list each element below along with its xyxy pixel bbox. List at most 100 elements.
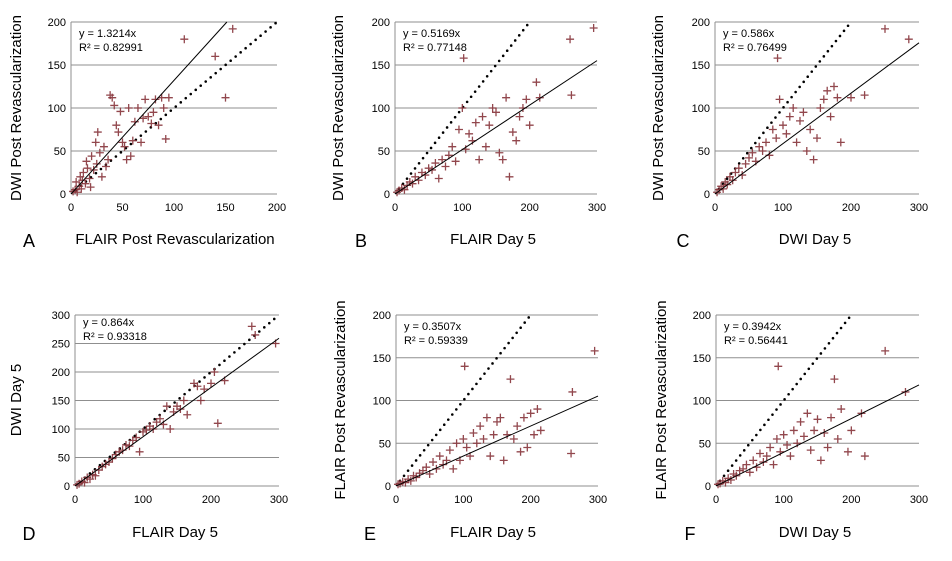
data-point xyxy=(156,414,164,423)
x-tick-label: 150 xyxy=(216,202,234,214)
data-point xyxy=(424,164,433,173)
data-point xyxy=(802,147,811,155)
data-point xyxy=(533,405,542,414)
y-tick-label: 50 xyxy=(699,438,711,450)
data-point xyxy=(819,95,828,104)
data-point xyxy=(803,409,812,418)
panel-letter: D xyxy=(23,524,36,544)
y-tick-label: 200 xyxy=(373,310,391,322)
data-point xyxy=(438,155,447,164)
data-point xyxy=(782,129,791,138)
data-point xyxy=(847,426,856,435)
data-point xyxy=(827,413,836,422)
data-point xyxy=(860,452,869,461)
r-squared-label: R² = 0.76499 xyxy=(723,42,787,54)
data-point xyxy=(97,172,106,181)
data-point xyxy=(519,413,528,422)
data-point xyxy=(792,138,801,147)
data-point xyxy=(179,396,188,405)
x-tick-label: 200 xyxy=(842,494,860,506)
data-point xyxy=(506,375,515,384)
data-point xyxy=(836,138,845,147)
data-point xyxy=(881,346,890,355)
data-point xyxy=(799,108,808,117)
trend-equation: y = 0.586x xyxy=(723,28,775,40)
data-point xyxy=(796,417,805,426)
data-point xyxy=(210,368,219,376)
data-point xyxy=(766,443,775,452)
x-tick-label: 300 xyxy=(270,494,288,506)
x-axis-title: DWI Day 5 xyxy=(779,231,852,248)
data-point xyxy=(532,78,541,87)
data-point xyxy=(785,112,794,121)
data-point xyxy=(755,142,764,151)
data-point xyxy=(152,418,161,427)
data-point xyxy=(485,121,494,130)
y-tick-label: 100 xyxy=(48,103,66,115)
x-axis-title: DWI Day 5 xyxy=(779,524,852,541)
data-point xyxy=(247,322,256,331)
data-point xyxy=(452,439,461,448)
data-point xyxy=(503,430,512,439)
y-tick-label: 0 xyxy=(704,189,710,201)
data-point xyxy=(469,428,478,437)
y-tick-label: 50 xyxy=(378,146,390,158)
data-point xyxy=(251,330,260,339)
data-point xyxy=(566,35,575,44)
x-tick-label: 50 xyxy=(116,202,128,214)
data-point xyxy=(91,471,100,480)
data-point xyxy=(762,452,771,461)
x-tick-label: 300 xyxy=(588,202,606,214)
data-point xyxy=(94,466,103,475)
data-point xyxy=(495,148,504,157)
data-point xyxy=(73,188,82,197)
x-tick-label: 300 xyxy=(910,494,928,506)
data-point xyxy=(200,385,209,394)
data-point xyxy=(523,443,532,452)
data-point xyxy=(471,118,480,127)
x-tick-label: 300 xyxy=(910,202,928,214)
data-point xyxy=(135,447,144,456)
data-point xyxy=(525,121,534,130)
data-point xyxy=(183,410,192,419)
x-tick-label: 200 xyxy=(202,494,220,506)
data-point xyxy=(568,387,577,396)
data-point xyxy=(139,114,148,123)
data-point xyxy=(847,93,855,102)
data-point xyxy=(516,447,525,456)
data-point xyxy=(482,413,491,422)
data-point xyxy=(475,155,484,164)
data-point xyxy=(102,162,111,171)
data-point xyxy=(799,432,808,441)
data-point xyxy=(105,458,113,467)
data-point xyxy=(211,52,220,61)
trend-line xyxy=(395,60,598,194)
data-point xyxy=(833,93,842,102)
data-point xyxy=(488,104,497,112)
data-point xyxy=(502,93,511,102)
data-point xyxy=(755,449,764,458)
y-tick-label: 0 xyxy=(384,189,390,201)
data-point xyxy=(213,419,222,428)
data-point xyxy=(458,104,467,112)
data-point xyxy=(860,91,869,100)
x-tick-label: 200 xyxy=(268,202,286,214)
data-point xyxy=(122,440,130,449)
data-point xyxy=(86,183,95,192)
trend-line xyxy=(716,384,920,486)
data-point xyxy=(530,430,539,439)
x-tick-label: 0 xyxy=(392,202,398,214)
data-point xyxy=(95,148,104,157)
trend-equation: y = 0.864x xyxy=(83,317,135,329)
y-tick-label: 0 xyxy=(705,481,711,493)
data-point xyxy=(493,417,501,426)
data-point xyxy=(422,463,431,472)
data-point xyxy=(508,128,517,137)
data-point xyxy=(116,107,125,116)
trend-equation: y = 1.3214x xyxy=(79,28,137,40)
identity-line xyxy=(71,20,279,194)
x-tick-label: 100 xyxy=(774,202,792,214)
data-point xyxy=(91,138,100,147)
data-point xyxy=(87,152,96,161)
data-point xyxy=(126,152,135,161)
